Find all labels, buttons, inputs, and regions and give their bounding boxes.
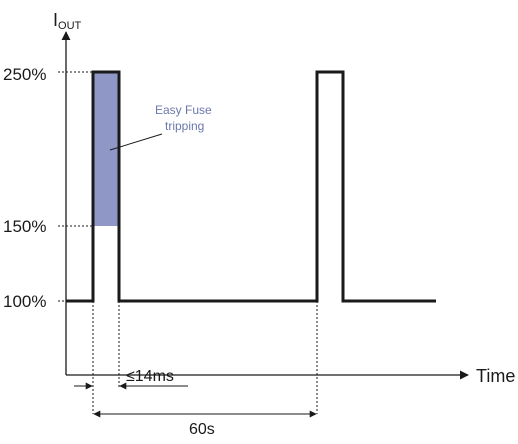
annotation-line2: tripping [165, 119, 204, 133]
y-tick-label-150: 150% [3, 217, 46, 236]
y-tick-label-250: 250% [3, 65, 46, 84]
tripping-region [93, 72, 119, 226]
current-waveform [66, 70, 436, 303]
y-tick-label-100: 100% [3, 292, 46, 311]
x-axis-title: Time [476, 366, 515, 386]
annotation-leader [109, 133, 163, 151]
pulse-width-label: ≤14ms [126, 368, 174, 385]
y-axis-title: IOUT [53, 10, 82, 32]
period-label: 60s [189, 421, 215, 438]
annotation-line1: Easy Fuse [155, 103, 212, 117]
